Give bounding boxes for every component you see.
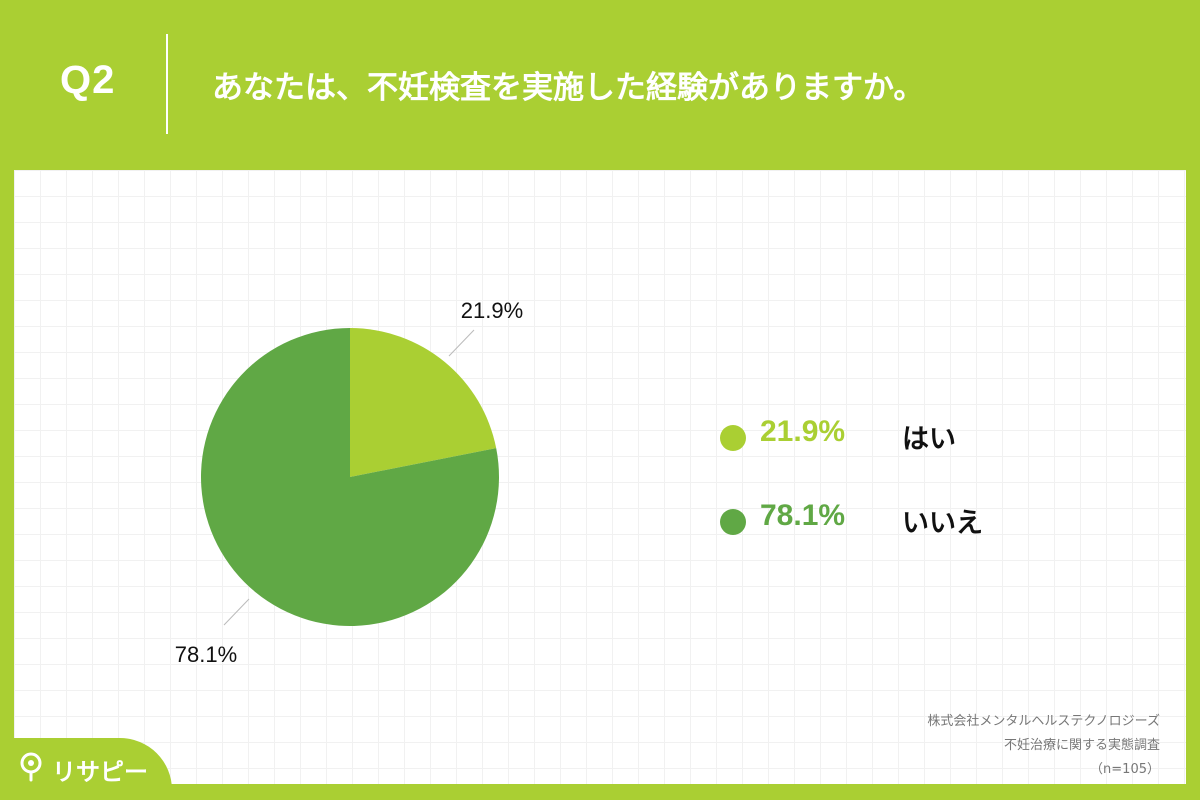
pie-slice-no: [201, 328, 499, 626]
source-survey: 不妊治療に関する実態調査: [1003, 738, 1160, 753]
data-label-no: 78.1%: [175, 642, 237, 667]
source-note: 株式会社メンタルヘルステクノロジーズ 不妊治療に関する実態調査 （n=105）: [927, 710, 1160, 782]
question-number: Q2: [60, 58, 116, 102]
leader-line-no: [223, 598, 250, 626]
header-divider: [166, 34, 168, 134]
header: Q2 あなたは、不妊検査を実施した経験がありますか。: [0, 0, 1200, 170]
brand-logo: リサピー: [0, 738, 172, 800]
pie-slice-yes: [350, 328, 497, 477]
leader-line-yes: [448, 329, 475, 357]
legend-label-no: いいえ: [902, 508, 983, 539]
legend-label-yes: はい: [902, 424, 956, 455]
question-title: あなたは、不妊検査を実施した経験がありますか。: [212, 70, 925, 106]
source-company: 株式会社メンタルヘルステクノロジーズ: [927, 714, 1160, 729]
brand-name: リサピー: [52, 758, 148, 786]
legend-dot-yes: [720, 425, 746, 451]
legend-value-no: 78.1%: [760, 499, 846, 532]
data-label-yes: 21.9%: [461, 298, 523, 323]
pin-icon: [20, 752, 42, 782]
source-sample-size: （n=105）: [1090, 762, 1160, 777]
legend-dot-no: [720, 509, 746, 535]
legend-value-yes: 21.9%: [760, 415, 846, 448]
